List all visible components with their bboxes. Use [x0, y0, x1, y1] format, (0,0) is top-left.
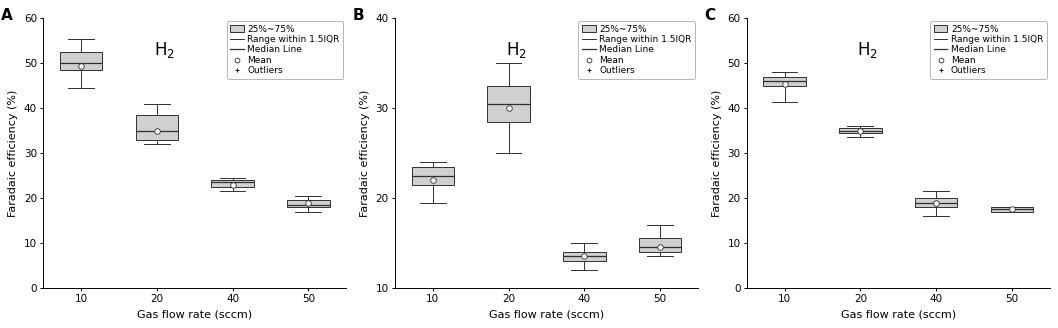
Bar [135, 115, 178, 140]
Y-axis label: Faradaic efficiency (%): Faradaic efficiency (%) [712, 90, 722, 217]
Text: B: B [352, 8, 364, 23]
Legend: 25%~75%, Range within 1.5IQR, Median Line, Mean, Outliers: 25%~75%, Range within 1.5IQR, Median Lin… [579, 21, 695, 79]
Bar [915, 198, 957, 207]
Bar [839, 129, 881, 133]
Y-axis label: Faradaic efficiency (%): Faradaic efficiency (%) [360, 90, 370, 217]
Bar [639, 238, 681, 252]
Bar [488, 86, 530, 122]
Legend: 25%~75%, Range within 1.5IQR, Median Line, Mean, Outliers: 25%~75%, Range within 1.5IQR, Median Lin… [226, 21, 344, 79]
Bar [764, 77, 806, 86]
Text: H$_2$: H$_2$ [857, 40, 878, 60]
Text: H$_2$: H$_2$ [154, 40, 175, 60]
X-axis label: Gas flow rate (sccm): Gas flow rate (sccm) [841, 310, 955, 320]
Bar [287, 200, 329, 207]
Bar [990, 207, 1033, 212]
X-axis label: Gas flow rate (sccm): Gas flow rate (sccm) [489, 310, 604, 320]
Text: C: C [705, 8, 715, 23]
X-axis label: Gas flow rate (sccm): Gas flow rate (sccm) [138, 310, 252, 320]
Bar [60, 52, 103, 70]
Bar [212, 180, 254, 187]
Y-axis label: Faradaic efficiency (%): Faradaic efficiency (%) [8, 90, 18, 217]
Bar [563, 252, 605, 261]
Bar [412, 167, 454, 185]
Text: A: A [1, 8, 13, 23]
Legend: 25%~75%, Range within 1.5IQR, Median Line, Mean, Outliers: 25%~75%, Range within 1.5IQR, Median Lin… [930, 21, 1047, 79]
Text: H$_2$: H$_2$ [506, 40, 527, 60]
